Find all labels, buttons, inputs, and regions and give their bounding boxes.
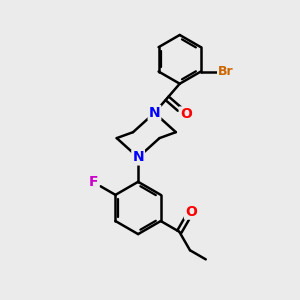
Text: N: N bbox=[132, 150, 144, 164]
Text: O: O bbox=[180, 107, 192, 122]
Text: N: N bbox=[148, 106, 160, 120]
Text: F: F bbox=[89, 176, 99, 189]
Text: Br: Br bbox=[218, 65, 234, 78]
Text: O: O bbox=[185, 205, 197, 219]
